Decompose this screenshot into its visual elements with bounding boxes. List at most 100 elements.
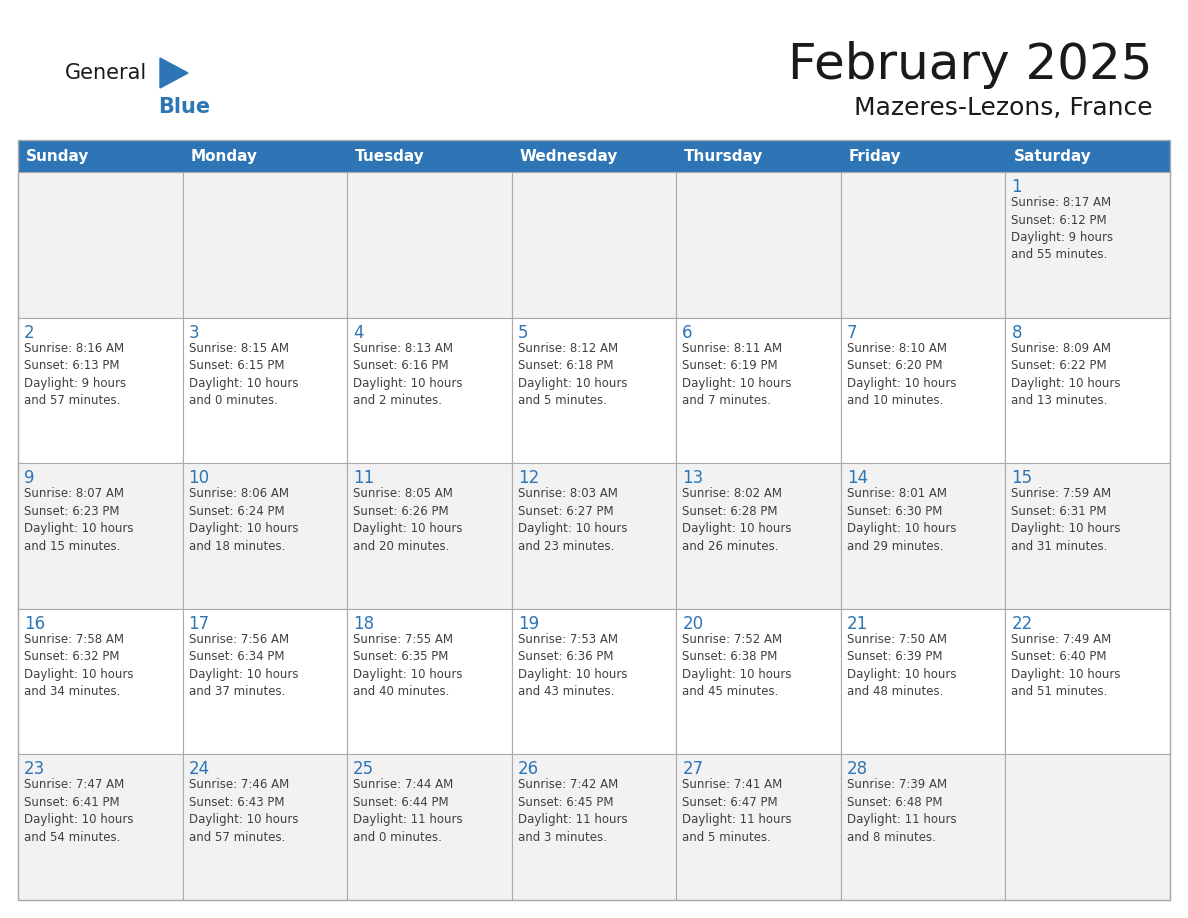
Text: Sunrise: 8:13 AM
Sunset: 6:16 PM
Daylight: 10 hours
and 2 minutes.: Sunrise: 8:13 AM Sunset: 6:16 PM Dayligh… — [353, 341, 462, 407]
Bar — [347, 318, 512, 464]
Text: Sunrise: 7:44 AM
Sunset: 6:44 PM
Daylight: 11 hours
and 0 minutes.: Sunrise: 7:44 AM Sunset: 6:44 PM Dayligh… — [353, 778, 463, 844]
Text: Sunrise: 8:15 AM
Sunset: 6:15 PM
Daylight: 10 hours
and 0 minutes.: Sunrise: 8:15 AM Sunset: 6:15 PM Dayligh… — [189, 341, 298, 407]
Bar — [18, 172, 183, 318]
Text: Sunrise: 7:59 AM
Sunset: 6:31 PM
Daylight: 10 hours
and 31 minutes.: Sunrise: 7:59 AM Sunset: 6:31 PM Dayligh… — [1011, 487, 1121, 553]
Bar — [676, 464, 841, 609]
Text: 2: 2 — [24, 324, 34, 341]
Text: 15: 15 — [1011, 469, 1032, 487]
Text: 3: 3 — [189, 324, 200, 341]
Polygon shape — [160, 58, 188, 88]
Text: 5: 5 — [518, 324, 529, 341]
Text: 25: 25 — [353, 760, 374, 778]
Bar — [841, 318, 1005, 464]
Bar — [676, 609, 841, 755]
Text: Sunrise: 8:16 AM
Sunset: 6:13 PM
Daylight: 9 hours
and 57 minutes.: Sunrise: 8:16 AM Sunset: 6:13 PM Dayligh… — [24, 341, 126, 407]
Text: 9: 9 — [24, 469, 34, 487]
Text: 24: 24 — [189, 760, 210, 778]
Text: Sunrise: 7:53 AM
Sunset: 6:36 PM
Daylight: 10 hours
and 43 minutes.: Sunrise: 7:53 AM Sunset: 6:36 PM Dayligh… — [518, 633, 627, 699]
Bar — [18, 318, 183, 464]
Bar — [1005, 609, 1170, 755]
Bar — [512, 755, 676, 900]
Bar — [1005, 755, 1170, 900]
Text: 16: 16 — [24, 615, 45, 633]
Text: 18: 18 — [353, 615, 374, 633]
Bar — [512, 609, 676, 755]
Text: 17: 17 — [189, 615, 210, 633]
Bar — [183, 755, 347, 900]
Text: Sunrise: 7:41 AM
Sunset: 6:47 PM
Daylight: 11 hours
and 5 minutes.: Sunrise: 7:41 AM Sunset: 6:47 PM Dayligh… — [682, 778, 792, 844]
Text: Saturday: Saturday — [1013, 149, 1092, 163]
Text: Sunrise: 8:17 AM
Sunset: 6:12 PM
Daylight: 9 hours
and 55 minutes.: Sunrise: 8:17 AM Sunset: 6:12 PM Dayligh… — [1011, 196, 1113, 262]
Text: Sunrise: 7:46 AM
Sunset: 6:43 PM
Daylight: 10 hours
and 57 minutes.: Sunrise: 7:46 AM Sunset: 6:43 PM Dayligh… — [189, 778, 298, 844]
Bar — [512, 318, 676, 464]
Bar — [841, 172, 1005, 318]
Bar — [1005, 464, 1170, 609]
Bar — [183, 464, 347, 609]
Text: Tuesday: Tuesday — [355, 149, 425, 163]
Text: 14: 14 — [847, 469, 868, 487]
Text: Sunrise: 7:56 AM
Sunset: 6:34 PM
Daylight: 10 hours
and 37 minutes.: Sunrise: 7:56 AM Sunset: 6:34 PM Dayligh… — [189, 633, 298, 699]
Bar — [183, 318, 347, 464]
Bar — [347, 172, 512, 318]
Text: Sunrise: 8:03 AM
Sunset: 6:27 PM
Daylight: 10 hours
and 23 minutes.: Sunrise: 8:03 AM Sunset: 6:27 PM Dayligh… — [518, 487, 627, 553]
Text: Sunrise: 7:58 AM
Sunset: 6:32 PM
Daylight: 10 hours
and 34 minutes.: Sunrise: 7:58 AM Sunset: 6:32 PM Dayligh… — [24, 633, 133, 699]
Text: 4: 4 — [353, 324, 364, 341]
Bar — [841, 755, 1005, 900]
Text: Monday: Monday — [190, 149, 258, 163]
Text: General: General — [65, 63, 147, 83]
Text: 1: 1 — [1011, 178, 1022, 196]
Text: Sunrise: 7:47 AM
Sunset: 6:41 PM
Daylight: 10 hours
and 54 minutes.: Sunrise: 7:47 AM Sunset: 6:41 PM Dayligh… — [24, 778, 133, 844]
Bar — [18, 464, 183, 609]
Text: Sunday: Sunday — [26, 149, 89, 163]
Text: 12: 12 — [518, 469, 539, 487]
Text: Friday: Friday — [849, 149, 902, 163]
Text: Sunrise: 7:42 AM
Sunset: 6:45 PM
Daylight: 11 hours
and 3 minutes.: Sunrise: 7:42 AM Sunset: 6:45 PM Dayligh… — [518, 778, 627, 844]
Bar — [841, 464, 1005, 609]
Bar — [1005, 172, 1170, 318]
Text: 26: 26 — [518, 760, 539, 778]
Text: 28: 28 — [847, 760, 868, 778]
Bar — [347, 755, 512, 900]
Text: Thursday: Thursday — [684, 149, 764, 163]
Bar — [1005, 318, 1170, 464]
Text: Sunrise: 8:02 AM
Sunset: 6:28 PM
Daylight: 10 hours
and 26 minutes.: Sunrise: 8:02 AM Sunset: 6:28 PM Dayligh… — [682, 487, 791, 553]
Text: Sunrise: 8:06 AM
Sunset: 6:24 PM
Daylight: 10 hours
and 18 minutes.: Sunrise: 8:06 AM Sunset: 6:24 PM Dayligh… — [189, 487, 298, 553]
Text: 21: 21 — [847, 615, 868, 633]
Text: Sunrise: 8:12 AM
Sunset: 6:18 PM
Daylight: 10 hours
and 5 minutes.: Sunrise: 8:12 AM Sunset: 6:18 PM Dayligh… — [518, 341, 627, 407]
Text: Sunrise: 8:11 AM
Sunset: 6:19 PM
Daylight: 10 hours
and 7 minutes.: Sunrise: 8:11 AM Sunset: 6:19 PM Dayligh… — [682, 341, 791, 407]
Bar — [347, 609, 512, 755]
Text: 23: 23 — [24, 760, 45, 778]
Text: 27: 27 — [682, 760, 703, 778]
Bar — [347, 464, 512, 609]
Text: 7: 7 — [847, 324, 858, 341]
Text: 22: 22 — [1011, 615, 1032, 633]
Text: Sunrise: 7:52 AM
Sunset: 6:38 PM
Daylight: 10 hours
and 45 minutes.: Sunrise: 7:52 AM Sunset: 6:38 PM Dayligh… — [682, 633, 791, 699]
Text: 6: 6 — [682, 324, 693, 341]
Bar — [512, 464, 676, 609]
Text: Sunrise: 8:09 AM
Sunset: 6:22 PM
Daylight: 10 hours
and 13 minutes.: Sunrise: 8:09 AM Sunset: 6:22 PM Dayligh… — [1011, 341, 1121, 407]
Bar — [18, 140, 1170, 900]
Text: Sunrise: 7:39 AM
Sunset: 6:48 PM
Daylight: 11 hours
and 8 minutes.: Sunrise: 7:39 AM Sunset: 6:48 PM Dayligh… — [847, 778, 956, 844]
Text: Wednesday: Wednesday — [519, 149, 618, 163]
Text: Mazeres-Lezons, France: Mazeres-Lezons, France — [854, 96, 1154, 120]
Bar — [512, 172, 676, 318]
Text: 11: 11 — [353, 469, 374, 487]
Text: February 2025: February 2025 — [789, 41, 1154, 89]
Bar — [183, 172, 347, 318]
Text: 8: 8 — [1011, 324, 1022, 341]
Bar — [841, 609, 1005, 755]
Bar — [18, 140, 1170, 172]
Text: Sunrise: 8:01 AM
Sunset: 6:30 PM
Daylight: 10 hours
and 29 minutes.: Sunrise: 8:01 AM Sunset: 6:30 PM Dayligh… — [847, 487, 956, 553]
Bar — [183, 609, 347, 755]
Text: Sunrise: 8:05 AM
Sunset: 6:26 PM
Daylight: 10 hours
and 20 minutes.: Sunrise: 8:05 AM Sunset: 6:26 PM Dayligh… — [353, 487, 462, 553]
Bar — [18, 609, 183, 755]
Text: Sunrise: 8:10 AM
Sunset: 6:20 PM
Daylight: 10 hours
and 10 minutes.: Sunrise: 8:10 AM Sunset: 6:20 PM Dayligh… — [847, 341, 956, 407]
Text: 13: 13 — [682, 469, 703, 487]
Text: Blue: Blue — [158, 97, 210, 117]
Bar — [676, 755, 841, 900]
Text: 20: 20 — [682, 615, 703, 633]
Text: 10: 10 — [189, 469, 210, 487]
Text: 19: 19 — [518, 615, 539, 633]
Text: Sunrise: 7:55 AM
Sunset: 6:35 PM
Daylight: 10 hours
and 40 minutes.: Sunrise: 7:55 AM Sunset: 6:35 PM Dayligh… — [353, 633, 462, 699]
Text: Sunrise: 8:07 AM
Sunset: 6:23 PM
Daylight: 10 hours
and 15 minutes.: Sunrise: 8:07 AM Sunset: 6:23 PM Dayligh… — [24, 487, 133, 553]
